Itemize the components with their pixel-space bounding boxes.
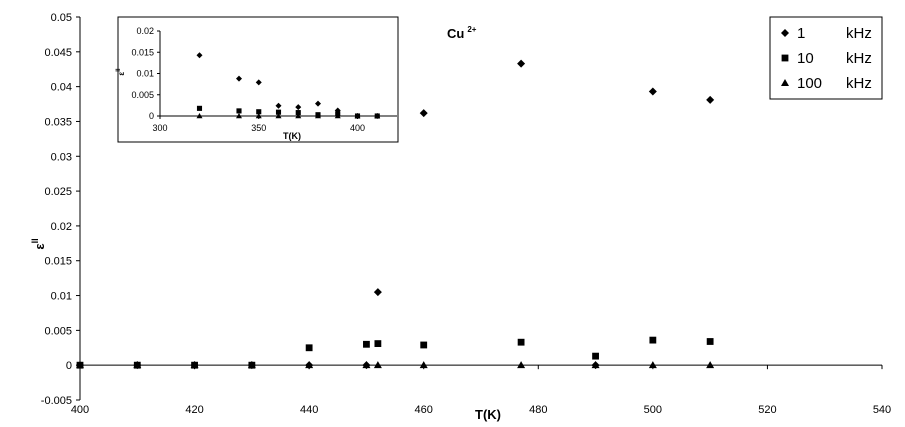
data-point-diamond xyxy=(373,288,382,297)
data-point-triangle xyxy=(517,361,526,369)
inset-x-tick-label: 300 xyxy=(152,123,167,133)
data-point-triangle xyxy=(419,361,428,369)
legend-entry-unit: kHz xyxy=(846,75,872,92)
legend-entry-unit: kHz xyxy=(846,25,872,42)
inset-data-point-diamond xyxy=(236,75,242,82)
inset-chart: 0 0.005 0.01 0.015 0.02 300 350 400 T(K) εll xyxy=(116,16,399,143)
legend-box xyxy=(769,16,883,100)
data-point-square xyxy=(305,344,313,352)
inset-y-tick-label: 0.005 xyxy=(131,90,154,100)
x-tick-label: 480 xyxy=(529,404,547,416)
data-point-square xyxy=(592,352,599,360)
legend-entry-unit: kHz xyxy=(846,50,872,67)
inset-data-point-triangle xyxy=(255,113,262,119)
y-axis-title: εll xyxy=(30,238,47,249)
legend-marker-diamond xyxy=(781,29,789,37)
data-point-diamond xyxy=(419,109,428,118)
main-chart: -0.005 0 0.005 0.01 0.015 0.02 0.025 0.03 0.035 0… xyxy=(30,12,891,422)
inset-data-point-triangle xyxy=(196,113,203,119)
legend-marker-triangle xyxy=(781,79,789,86)
x-tick-label: 420 xyxy=(185,404,203,416)
data-point-diamond xyxy=(706,95,715,104)
y-tick-label: 0 xyxy=(66,360,72,372)
inset-data-point-diamond xyxy=(295,104,302,111)
y-tick-label: 0.045 xyxy=(44,47,72,59)
inset-y-tick-label: 0 xyxy=(149,111,154,121)
inset-data-point-triangle xyxy=(236,113,242,119)
data-point-triangle xyxy=(76,361,84,369)
inset-frame xyxy=(117,16,399,143)
x-axis-title: T(K) xyxy=(475,407,501,422)
data-point-triangle xyxy=(591,361,600,369)
y-tick-label: -0.005 xyxy=(41,395,72,407)
inset-data-point-square xyxy=(236,108,242,114)
inset-data-point-triangle xyxy=(374,113,381,119)
y-tick-label: 0.03 xyxy=(51,151,72,163)
legend-entry-name: 1 xyxy=(797,25,805,42)
inset-x-tick-label: 400 xyxy=(350,123,365,133)
y-tick-label: 0.015 xyxy=(44,256,72,268)
data-point-triangle xyxy=(362,361,371,369)
inset-x-tick-label: 350 xyxy=(251,123,266,133)
data-point-square xyxy=(374,340,382,347)
x-tick-label: 460 xyxy=(415,404,433,416)
data-point-square xyxy=(517,338,525,346)
legend-entry-name: 10 xyxy=(797,50,814,67)
inset-data-point-diamond xyxy=(315,100,321,107)
x-tick-label: 500 xyxy=(644,404,662,416)
inset-data-point-triangle xyxy=(275,113,282,119)
data-point-square xyxy=(706,338,714,345)
data-point-square xyxy=(363,340,370,348)
inset-data-point-diamond xyxy=(255,79,262,86)
y-tick-label: 0.04 xyxy=(51,82,72,94)
inset-data-point-square xyxy=(275,109,282,115)
data-point-diamond xyxy=(517,59,526,68)
data-point-triangle xyxy=(648,361,657,369)
inset-data-point-square xyxy=(196,105,203,111)
inset-x-axis-title: T(K) xyxy=(283,131,301,141)
inset-data-point-diamond xyxy=(196,52,203,59)
legend: 1 kHz 10 kHz 100 kHz xyxy=(769,16,883,100)
legend-entry-name: 100 xyxy=(797,75,822,92)
x-tick-label: 440 xyxy=(300,404,318,416)
y-tick-label: 0.025 xyxy=(44,186,72,198)
y-tick-label: 0.035 xyxy=(44,116,72,128)
inset-y-tick-label: 0.015 xyxy=(131,47,154,57)
ion-annotation: Cu 2+ xyxy=(447,25,477,41)
data-point-triangle xyxy=(133,361,142,369)
inset-data-point-square xyxy=(295,110,301,116)
data-point-square xyxy=(420,341,428,349)
data-point-triangle xyxy=(706,361,715,369)
inset-data-point-triangle xyxy=(295,113,302,119)
data-point-triangle xyxy=(305,361,314,369)
inset-y-axis-title: εll xyxy=(116,68,126,75)
data-point-triangle xyxy=(190,361,199,369)
y-tick-label: 0.01 xyxy=(51,291,72,303)
inset-data-point-square xyxy=(256,109,262,115)
data-point-triangle xyxy=(247,361,256,369)
data-point-diamond xyxy=(648,87,657,96)
y-tick-label: 0.05 xyxy=(51,12,72,24)
x-tick-label: 400 xyxy=(71,404,89,416)
x-tick-label: 540 xyxy=(873,404,891,416)
x-tick-label: 520 xyxy=(758,404,776,416)
inset-data-point-triangle xyxy=(354,113,361,119)
inset-data-point-triangle xyxy=(315,113,321,119)
y-tick-label: 0.02 xyxy=(51,221,72,233)
y-tick-label: 0.005 xyxy=(44,325,72,337)
inset-y-tick-label: 0.01 xyxy=(136,69,154,79)
legend-marker-square xyxy=(781,54,789,62)
inset-data-point-diamond xyxy=(275,102,282,109)
inset-data-point-triangle xyxy=(334,113,341,119)
inset-y-tick-label: 0.02 xyxy=(136,26,154,36)
data-point-square xyxy=(649,336,657,344)
data-point-triangle xyxy=(373,361,382,369)
